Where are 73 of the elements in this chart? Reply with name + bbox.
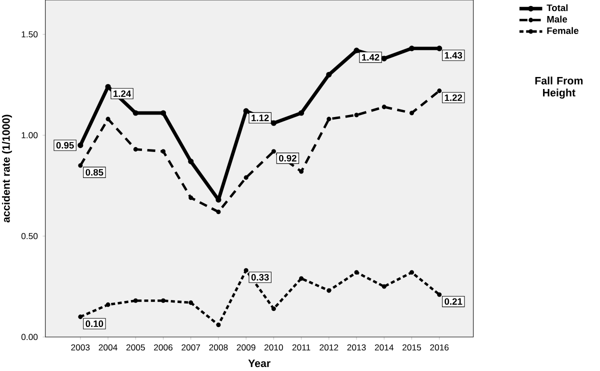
point [216,322,221,328]
x-tick-label: 2008 [209,344,228,350]
x-tick-label: 2004 [98,344,118,350]
point [243,108,249,114]
y-tick-label: 1.00 [22,132,38,138]
x-tick-label: 2007 [182,344,200,350]
data-label: 1.42 [362,54,380,61]
point [78,163,83,168]
x-tick-label: 2012 [320,344,338,350]
point [354,270,359,275]
x-axis-title: Year [248,360,270,368]
point [271,306,276,311]
point [409,110,414,116]
point [299,169,304,174]
x-tick-label: 2011 [292,344,310,350]
x-tick-label: 2013 [347,344,366,350]
data-label: 0.33 [251,274,269,281]
x-tick-label: 2016 [430,344,449,350]
point [160,149,166,154]
point [78,314,83,320]
legend-label: Male [547,16,568,23]
point [354,112,359,118]
data-label: 0.10 [86,320,104,328]
point [381,56,387,62]
point [188,300,194,305]
data-label: 1.12 [252,114,269,122]
x-tick-label: 2009 [236,344,256,350]
data-label: 0.21 [444,298,462,305]
point [244,175,248,180]
point [299,276,304,281]
legend-label: Female [547,27,578,34]
x-tick-label: 2014 [374,344,394,350]
point [326,288,332,293]
y-axis-title: accident rate (1/1000) [2,114,12,222]
point [382,104,386,110]
point [133,147,138,152]
point [382,284,386,289]
data-label: 0.85 [86,169,104,176]
data-label: 0.92 [279,154,296,162]
point [298,110,304,116]
point [106,116,110,122]
legend-label: Total [546,4,568,12]
x-tick-label: 2015 [402,344,422,350]
point [436,46,442,52]
x-tick-label: 2006 [154,344,172,350]
point [78,142,84,148]
data-label: 1.43 [444,52,462,59]
y-tick-label: 1.50 [22,31,38,38]
point [106,302,110,307]
point [133,298,138,303]
point [132,110,138,116]
point [326,116,332,122]
point [437,88,442,94]
point [160,298,166,303]
point [188,158,194,164]
x-tick-label: 2005 [126,344,145,350]
data-label: 0.95 [56,142,74,149]
point [244,268,248,273]
point [409,270,414,275]
point [271,149,276,154]
point [354,48,360,54]
x-tick-label: 2003 [71,344,90,350]
text: Fall From Height [535,76,583,99]
point [188,195,194,200]
point [326,72,332,78]
data-label: 1.24 [114,90,132,97]
data-label: 1.22 [444,94,462,101]
y-tick-label: 0.50 [21,233,38,240]
point [270,120,276,126]
point [216,210,221,214]
x-tick-label: 2010 [264,344,283,350]
y-tick-label: 0.00 [21,334,38,340]
point [437,292,442,297]
